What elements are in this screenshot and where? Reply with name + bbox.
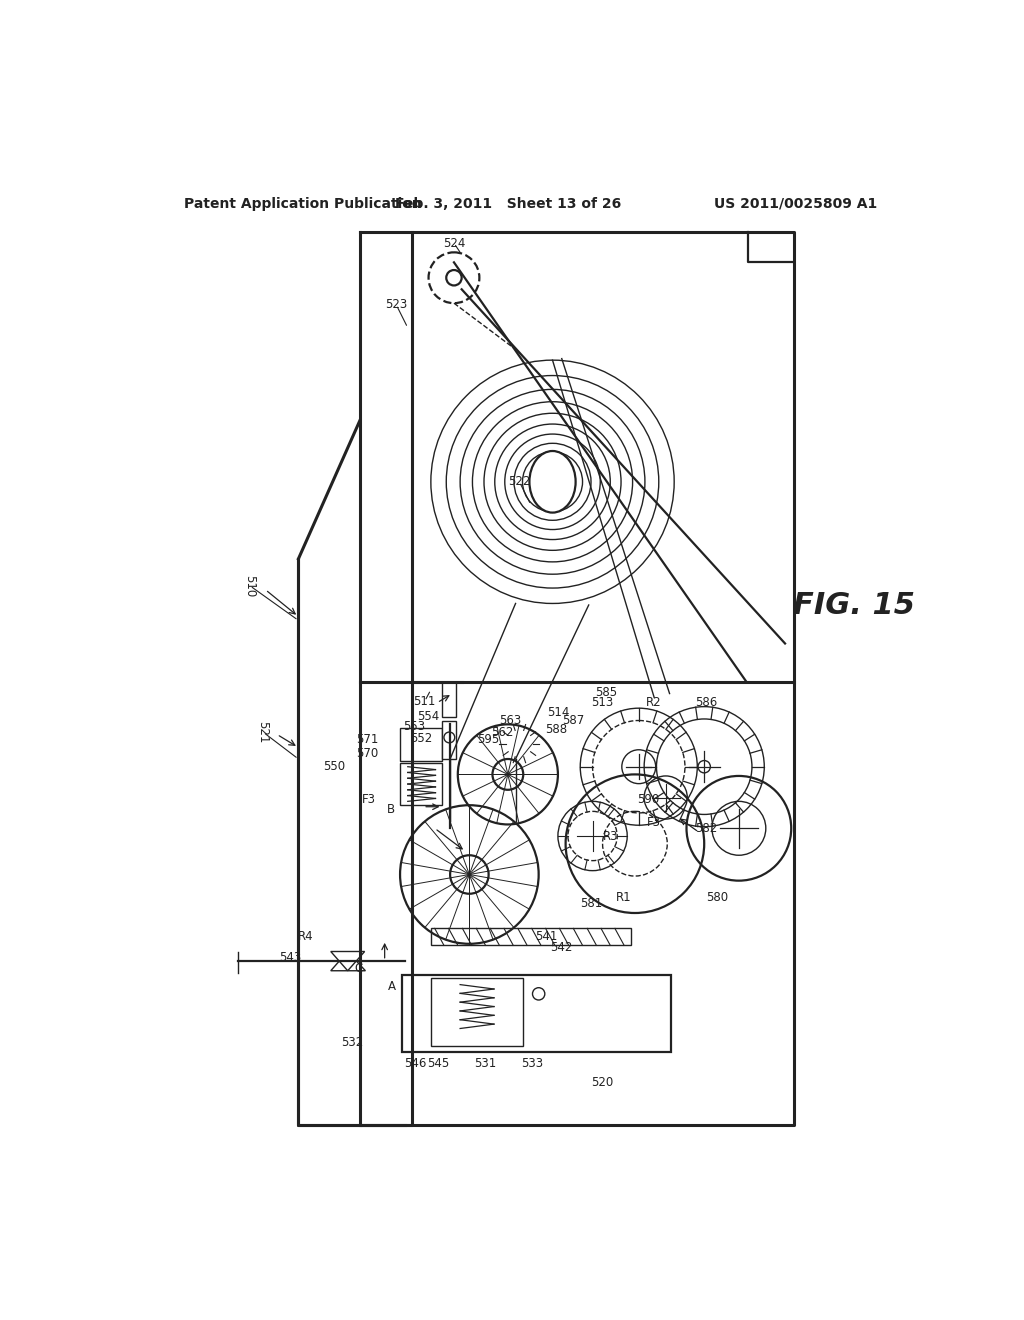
Text: 532: 532 xyxy=(341,1036,364,1049)
Bar xyxy=(401,974,671,1052)
Bar xyxy=(400,763,442,805)
Bar xyxy=(400,729,442,760)
Text: 581: 581 xyxy=(580,898,602,911)
Ellipse shape xyxy=(529,451,575,512)
Text: Patent Application Publication: Patent Application Publication xyxy=(184,197,422,211)
Text: 587: 587 xyxy=(562,714,585,727)
Text: 552: 552 xyxy=(410,731,432,744)
Text: 522: 522 xyxy=(508,475,530,488)
Text: R1: R1 xyxy=(615,891,631,904)
Text: 562: 562 xyxy=(492,726,514,739)
Text: F3: F3 xyxy=(362,792,376,805)
Text: 533: 533 xyxy=(521,1056,544,1069)
Text: 554: 554 xyxy=(418,710,439,723)
Text: 571: 571 xyxy=(356,733,379,746)
Bar xyxy=(442,682,457,717)
Text: C: C xyxy=(354,962,362,975)
Text: FIG. 15: FIG. 15 xyxy=(794,590,915,619)
Text: 511: 511 xyxy=(414,694,436,708)
Bar xyxy=(431,928,631,945)
Text: 570: 570 xyxy=(356,747,379,760)
Text: 580: 580 xyxy=(707,891,728,904)
Text: 585: 585 xyxy=(595,686,617,700)
Text: 520: 520 xyxy=(591,1076,613,1089)
Circle shape xyxy=(532,987,545,1001)
Bar xyxy=(431,978,523,1047)
Circle shape xyxy=(622,750,655,784)
Text: A: A xyxy=(388,979,396,993)
Text: 524: 524 xyxy=(442,236,465,249)
Circle shape xyxy=(444,733,455,743)
Text: R4: R4 xyxy=(298,929,314,942)
Text: 550: 550 xyxy=(324,760,346,774)
Circle shape xyxy=(451,855,488,894)
Text: F3: F3 xyxy=(647,816,662,829)
Text: 586: 586 xyxy=(695,696,718,709)
Text: 513: 513 xyxy=(591,696,613,709)
Text: 514: 514 xyxy=(547,706,569,719)
Polygon shape xyxy=(331,952,365,970)
Text: 543: 543 xyxy=(280,952,302,964)
Text: Feb. 3, 2011   Sheet 13 of 26: Feb. 3, 2011 Sheet 13 of 26 xyxy=(394,197,621,211)
Text: 541: 541 xyxy=(536,929,557,942)
Text: 521: 521 xyxy=(256,721,269,743)
Text: 582: 582 xyxy=(695,822,718,834)
Text: B: B xyxy=(387,803,395,816)
Text: 542: 542 xyxy=(551,941,573,954)
Circle shape xyxy=(698,760,711,774)
Text: 546: 546 xyxy=(404,1056,427,1069)
Text: R2: R2 xyxy=(646,696,662,709)
Text: 545: 545 xyxy=(427,1056,450,1069)
Text: R3: R3 xyxy=(603,829,618,842)
Text: 590: 590 xyxy=(637,792,659,805)
Text: 531: 531 xyxy=(474,1056,496,1069)
Text: 523: 523 xyxy=(385,298,408,312)
Text: 553: 553 xyxy=(402,721,425,733)
Text: 595: 595 xyxy=(477,733,499,746)
Bar xyxy=(442,721,457,759)
Text: 510: 510 xyxy=(244,574,256,597)
Text: 563: 563 xyxy=(499,714,521,727)
Text: US 2011/0025809 A1: US 2011/0025809 A1 xyxy=(714,197,878,211)
Text: 588: 588 xyxy=(546,723,567,737)
Circle shape xyxy=(493,759,523,789)
Polygon shape xyxy=(331,952,366,970)
